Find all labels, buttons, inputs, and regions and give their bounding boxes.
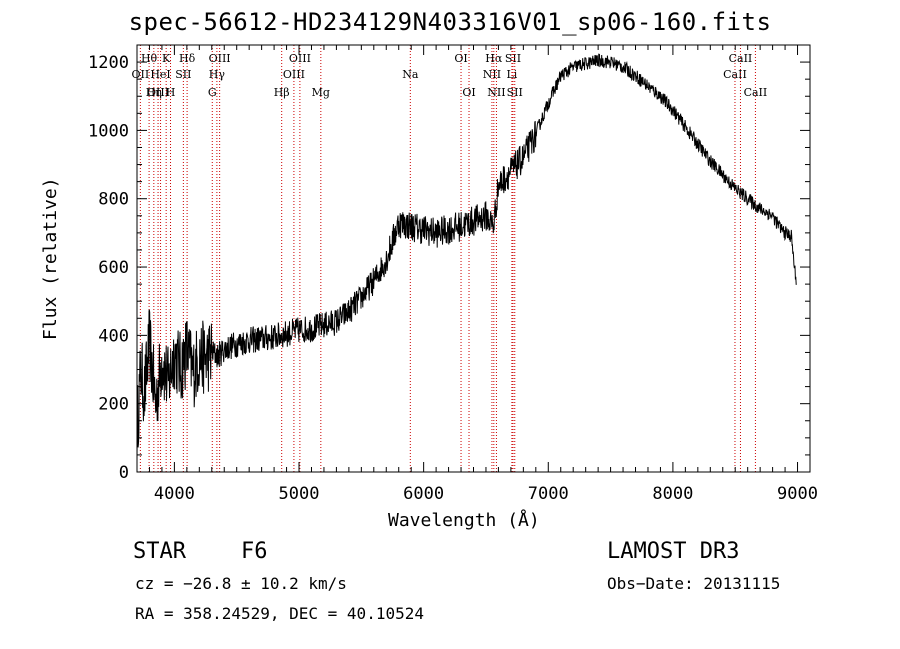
line-marker-label: OI [462, 86, 475, 99]
object-subclass: F6 [241, 539, 268, 564]
line-marker-label: NII [483, 68, 501, 81]
line-marker-label: OIII [283, 68, 305, 81]
line-marker-label: Hβ [274, 86, 290, 99]
line-marker-label: CaII [729, 52, 753, 65]
line-marker-label: HeI [150, 68, 170, 81]
plot-area [136, 53, 797, 462]
line-marker-label: Hγ [209, 68, 226, 81]
x-tick-label: 5000 [279, 484, 320, 504]
x-tick-label: 4000 [154, 484, 195, 504]
y-tick-label: 800 [98, 190, 129, 210]
line-marker-label: Hθ [141, 52, 158, 65]
line-marker-label: CaII [744, 86, 768, 99]
line-marker-label: Hα [485, 52, 503, 65]
line-marker-label: Li [506, 68, 517, 81]
obs-date: Obs−Date: 20131115 [607, 574, 781, 593]
y-tick-label: 400 [98, 326, 129, 346]
line-marker-label: Mg [312, 86, 330, 99]
line-marker-label: H [166, 86, 176, 99]
coordinates: RA = 358.24529, DEC = 40.10524 [135, 604, 424, 623]
line-marker-label: OI [454, 52, 467, 65]
y-tick-label: 1000 [88, 121, 129, 141]
y-tick-label: 600 [98, 258, 129, 278]
x-tick-label: 6000 [403, 484, 444, 504]
spectrum-line [136, 53, 797, 462]
line-marker-label: NII [487, 86, 505, 99]
plot-frame [136, 44, 811, 473]
x-tick-label: 7000 [528, 484, 569, 504]
line-marker-label: Hη [146, 86, 162, 99]
line-marker-label: OIII [147, 86, 169, 99]
line-markers: Hθ OII OIII HeI K Hη H SII Hδ G Hγ OIII Hβ OIII OIII Mg… [132, 45, 768, 472]
y-axis-label: Flux (relative) [40, 177, 61, 340]
axes: 4000 5000 6000 7000 8000 9000 0 200 400 600 800 100… [88, 44, 818, 504]
line-marker-label: Hδ [179, 52, 196, 65]
line-marker-label: CaII [723, 68, 747, 81]
line-marker-label: OIII [289, 52, 311, 65]
object-class: STAR [133, 539, 186, 564]
redshift-cz: cz = −26.8 ± 10.2 km/s [135, 574, 347, 593]
x-tick-label: 8000 [652, 484, 693, 504]
x-tick-label: 9000 [777, 484, 818, 504]
y-tick-label: 200 [98, 395, 129, 415]
line-marker-label: Na [402, 68, 419, 81]
line-marker-label: OIII [209, 52, 231, 65]
chart-title: spec-56612-HD234129N403316V01_sp06-160.f… [128, 8, 772, 36]
y-tick-label: 0 [119, 463, 129, 483]
line-marker-label: K [162, 52, 171, 65]
y-tick-label: 1200 [88, 53, 129, 73]
line-marker-label: SII [505, 52, 521, 65]
survey-name: LAMOST DR3 [607, 539, 740, 564]
line-marker-label: SII [507, 86, 523, 99]
line-marker-label: G [208, 86, 217, 99]
line-marker-label: OII [132, 68, 150, 81]
line-marker-label: SII [175, 68, 191, 81]
x-axis-label: Wavelength (Å) [388, 510, 540, 531]
